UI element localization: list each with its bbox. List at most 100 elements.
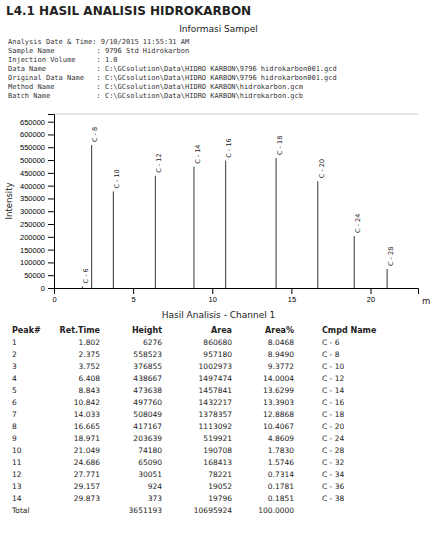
y-tick-line <box>48 224 54 225</box>
table-cell: 1113092 <box>199 422 233 431</box>
y-tick: 500000 <box>20 156 54 165</box>
peak-label: C - 20 <box>318 159 326 178</box>
y-tick-line <box>48 173 54 174</box>
peak-label: C - 10 <box>113 169 121 188</box>
y-tick-line <box>48 262 54 263</box>
peak-label: C - 24 <box>354 214 362 233</box>
x-tick-label: 15 <box>288 295 296 304</box>
table-cell: 1457841 <box>199 386 233 395</box>
peak-label: C - 12 <box>155 153 163 172</box>
table-cell: 0.1781 <box>268 482 294 491</box>
table-cell: 30051 <box>138 470 162 479</box>
y-tick: 450000 <box>20 169 54 178</box>
y-tick-line <box>48 288 54 289</box>
y-tick-line <box>48 211 54 212</box>
x-tick-line <box>212 288 213 294</box>
peak-label: C - 16 <box>225 138 233 157</box>
table-cell: 4 <box>12 374 17 383</box>
table-cell: 376855 <box>133 362 162 371</box>
table-cell: 0.7314 <box>268 470 294 479</box>
table-cell: C - 16 <box>322 398 344 407</box>
y-axis: 0500001000001500002000002500003000003500… <box>20 115 55 293</box>
chart: L4.1 HASIL ANALISIS HIDROKARBONInformasi… <box>0 0 437 537</box>
peak <box>82 286 83 288</box>
table-header: Area <box>211 326 232 335</box>
table-cell: 21.049 <box>74 446 100 455</box>
table-cell: 14.0004 <box>263 374 294 383</box>
y-tick-line <box>48 122 54 123</box>
table-total-cell: Total <box>11 506 30 515</box>
y-tick-label: 650000 <box>20 118 45 127</box>
table-cell: 508049 <box>133 410 162 419</box>
table-cell: 12.8868 <box>263 410 294 419</box>
y-tick-label: 250000 <box>20 220 45 229</box>
y-tick: 350000 <box>20 194 54 203</box>
peak-label: C - 14 <box>194 145 202 164</box>
info-line: Analysis Date & Time: 9/10/2015 11:55:31… <box>8 38 189 46</box>
table-cell: 24.686 <box>74 458 100 467</box>
table-cell: 29.157 <box>74 482 100 491</box>
y-tick-label: 0 <box>41 284 45 293</box>
table-cell: 10.842 <box>74 398 100 407</box>
table-cell: 519921 <box>203 434 232 443</box>
table-cell: 1.802 <box>79 338 101 347</box>
info-line: Injection Volume : 1.0 <box>8 56 118 64</box>
table-cell: C - 34 <box>322 470 344 479</box>
y-tick-line <box>48 198 54 199</box>
x-tick-label: 5 <box>132 295 136 304</box>
x-axis-title: m <box>422 296 430 306</box>
table-cell: C - 36 <box>322 482 344 491</box>
y-tick: 50000 <box>24 271 54 280</box>
table-cell: 1497474 <box>199 374 233 383</box>
table-cell: 9 <box>12 434 17 443</box>
table-total-cell: 100.0000 <box>258 506 294 515</box>
y-tick-line <box>48 147 54 148</box>
table-cell: 8.843 <box>79 386 101 395</box>
table-cell: 7 <box>12 410 17 419</box>
table-cell: 2 <box>12 350 17 359</box>
y-tick-label: 100000 <box>20 258 45 267</box>
peak <box>225 161 226 288</box>
y-tick-label: 150000 <box>20 246 45 255</box>
y-tick-label: 600000 <box>20 130 45 139</box>
x-tick: 10 <box>209 288 217 304</box>
y-tick-label: 50000 <box>24 271 45 280</box>
table-cell: 13 <box>12 482 22 491</box>
table-cell: 9.3772 <box>268 362 294 371</box>
table-cell: 16.665 <box>74 422 100 431</box>
x-tick: 20 <box>367 288 375 304</box>
table-cell: 957180 <box>203 350 232 359</box>
table-header: Cmpd Name <box>322 326 377 335</box>
table-header: Height <box>132 326 162 335</box>
table-cell: C - 38 <box>322 494 344 503</box>
table-cell: 0.1851 <box>268 494 294 503</box>
y-tick: 100000 <box>20 258 54 267</box>
y-tick-label: 500000 <box>20 156 45 165</box>
y-tick-label: 300000 <box>20 207 45 216</box>
peak-label: C - 8 <box>91 127 99 142</box>
y-tick: 400000 <box>20 182 54 191</box>
y-tick-line <box>48 134 54 135</box>
top-border <box>54 114 418 115</box>
peak <box>113 192 114 288</box>
peak <box>193 167 194 288</box>
y-tick-line <box>48 186 54 187</box>
table-cell: 860680 <box>203 338 232 347</box>
x-axis-line <box>55 289 419 295</box>
peak <box>275 158 276 288</box>
table-cell: 438667 <box>133 374 162 383</box>
info-line: Data Name : C:\GCsolution\Data\HIDRO KAR… <box>8 65 337 73</box>
table-cell: 14.033 <box>74 410 100 419</box>
peak <box>155 176 156 288</box>
table-cell: 417167 <box>133 422 162 431</box>
table-cell: 1.7830 <box>268 446 294 455</box>
table-total-cell: 3651193 <box>129 506 163 515</box>
y-tick-line <box>48 160 54 161</box>
x-tick-line <box>133 288 134 294</box>
table-cell: 168413 <box>203 458 232 467</box>
table-cell: 924 <box>148 482 163 491</box>
table-cell: 8.0468 <box>268 338 294 347</box>
table-cell: 373 <box>148 494 163 503</box>
table-cell: 18.971 <box>74 434 100 443</box>
table-cell: C - 20 <box>322 422 344 431</box>
